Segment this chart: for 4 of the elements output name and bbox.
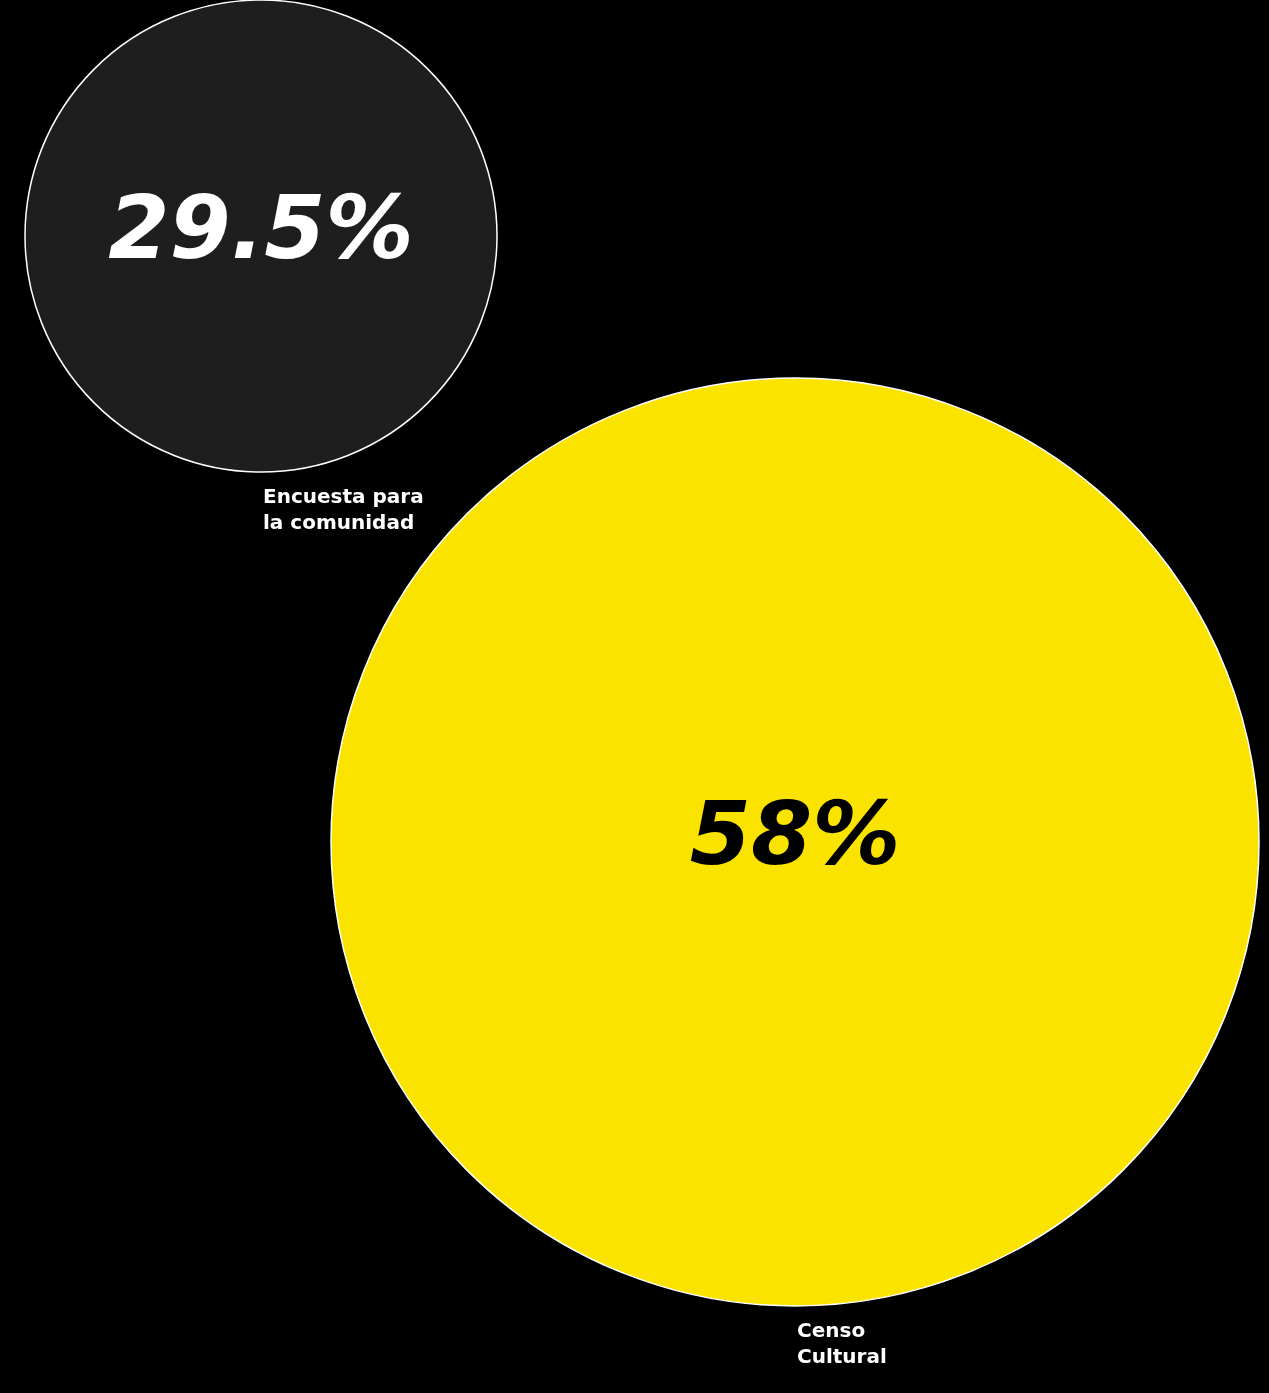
category-label: Encuesta para la comunidad [263,484,424,534]
data-label: 58% [689,782,901,885]
data-label: 29.5% [108,176,414,279]
category-label: Censo Cultural [797,1318,887,1368]
